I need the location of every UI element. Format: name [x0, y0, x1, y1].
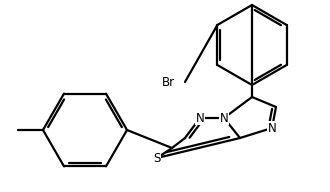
Text: N: N [196, 112, 204, 124]
Text: N: N [268, 122, 277, 135]
Text: Br: Br [162, 75, 175, 89]
Text: N: N [220, 112, 228, 124]
Text: S: S [153, 151, 161, 165]
